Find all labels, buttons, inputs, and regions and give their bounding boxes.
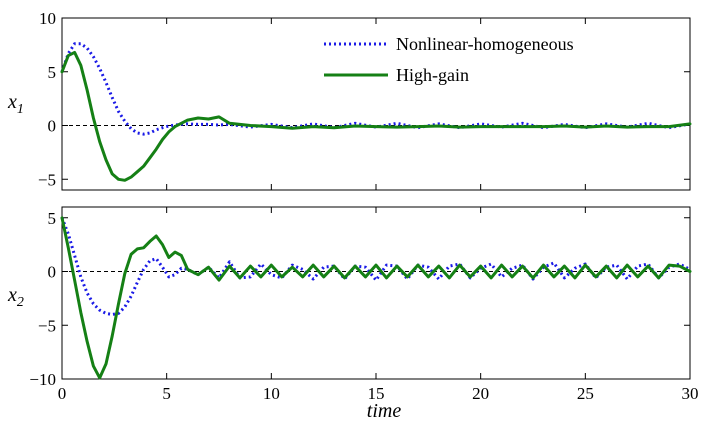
legend-box	[318, 28, 684, 92]
x-tick-label: 20	[472, 384, 489, 403]
y-axis-label-x1: x1	[7, 91, 24, 117]
y-tick-label-bottom: 5	[48, 209, 57, 228]
legend-label-highgain: High-gain	[396, 65, 469, 85]
legend: Nonlinear-homogeneous High-gain	[318, 28, 684, 92]
x-axis-label: time	[367, 400, 402, 422]
axis-ticks-bottom: 50−5−100 5 10 15 20 25 30	[29, 207, 699, 403]
x-tick-label: 15	[368, 384, 385, 403]
y-tick-label-top: 10	[39, 9, 56, 28]
y-tick-label-top: 0	[48, 117, 57, 136]
series-line-high-gain-top	[60, 50, 692, 182]
panel-x1: 10 5 0 −5 x1 Nonlinear-homogeneous High-gai…	[7, 9, 692, 191]
y-tick-label-bottom: −10	[29, 370, 56, 389]
series-line-nonlinear-homogeneous-bottom	[60, 217, 691, 316]
series-group-top	[60, 42, 692, 182]
x-tick-label: 5	[162, 384, 171, 403]
x-tick-label: 25	[577, 384, 594, 403]
legend-label-nonlinear: Nonlinear-homogeneous	[396, 34, 574, 54]
x-tick-label: 30	[682, 384, 699, 403]
y-tick-label-top: 5	[48, 63, 57, 82]
x-tick-label: 0	[58, 384, 67, 403]
x-tick-label: 10	[263, 384, 280, 403]
y-axis-label-x2: x2	[7, 284, 24, 310]
plot-frame-bottom	[61, 206, 691, 380]
axis-ticks-top: 10 5 0 −5	[38, 9, 691, 190]
y-tick-label-top: −5	[38, 170, 56, 189]
series-group-bottom	[60, 216, 692, 380]
y-tick-label-bottom: 0	[48, 263, 57, 282]
panel-x2: 50−5−100 5 10 15 20 25 30 x2 time	[7, 206, 699, 422]
series-line-high-gain-bottom	[60, 216, 692, 380]
y-tick-label-bottom: −5	[38, 316, 56, 335]
